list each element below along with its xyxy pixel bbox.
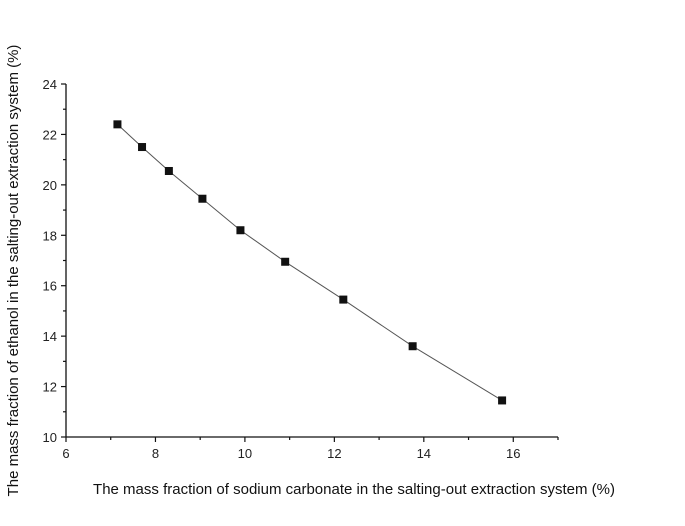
y-tick-label: 16 [43, 279, 57, 294]
series-line [117, 123, 503, 401]
data-point-marker [236, 226, 245, 235]
y-axis-title: The mass fraction of ethanol in the salt… [5, 45, 22, 497]
x-tick-label: 10 [238, 446, 252, 461]
y-tick-label: 10 [43, 430, 57, 445]
x-tick-label: 14 [417, 446, 431, 461]
x-axis-ticks: 6 8 10 12 14 16 [62, 437, 559, 461]
y-tick-label: 14 [43, 329, 57, 344]
data-point-marker [498, 396, 507, 405]
data-point-marker [339, 295, 348, 304]
data-point-marker [198, 194, 207, 203]
x-tick-label: 6 [62, 446, 69, 461]
data-point-marker [164, 166, 173, 175]
data-point-marker [408, 342, 417, 351]
y-tick-label: 12 [43, 380, 57, 395]
y-tick-label: 24 [43, 77, 57, 92]
x-tick-label: 16 [506, 446, 520, 461]
y-tick-label: 20 [43, 178, 57, 193]
x-axis-title: The mass fraction of sodium carbonate in… [93, 481, 615, 498]
data-point-marker [113, 120, 122, 129]
y-axis-ticks: 10 12 14 16 18 20 22 24 [43, 77, 66, 445]
y-tick-label: 22 [43, 127, 57, 142]
data-markers [113, 120, 507, 405]
x-tick-label: 12 [327, 446, 341, 461]
y-tick-label: 18 [43, 228, 57, 243]
x-tick-label: 8 [152, 446, 159, 461]
data-point-marker [138, 143, 147, 152]
axes [65, 84, 558, 438]
data-point-marker [281, 257, 290, 266]
